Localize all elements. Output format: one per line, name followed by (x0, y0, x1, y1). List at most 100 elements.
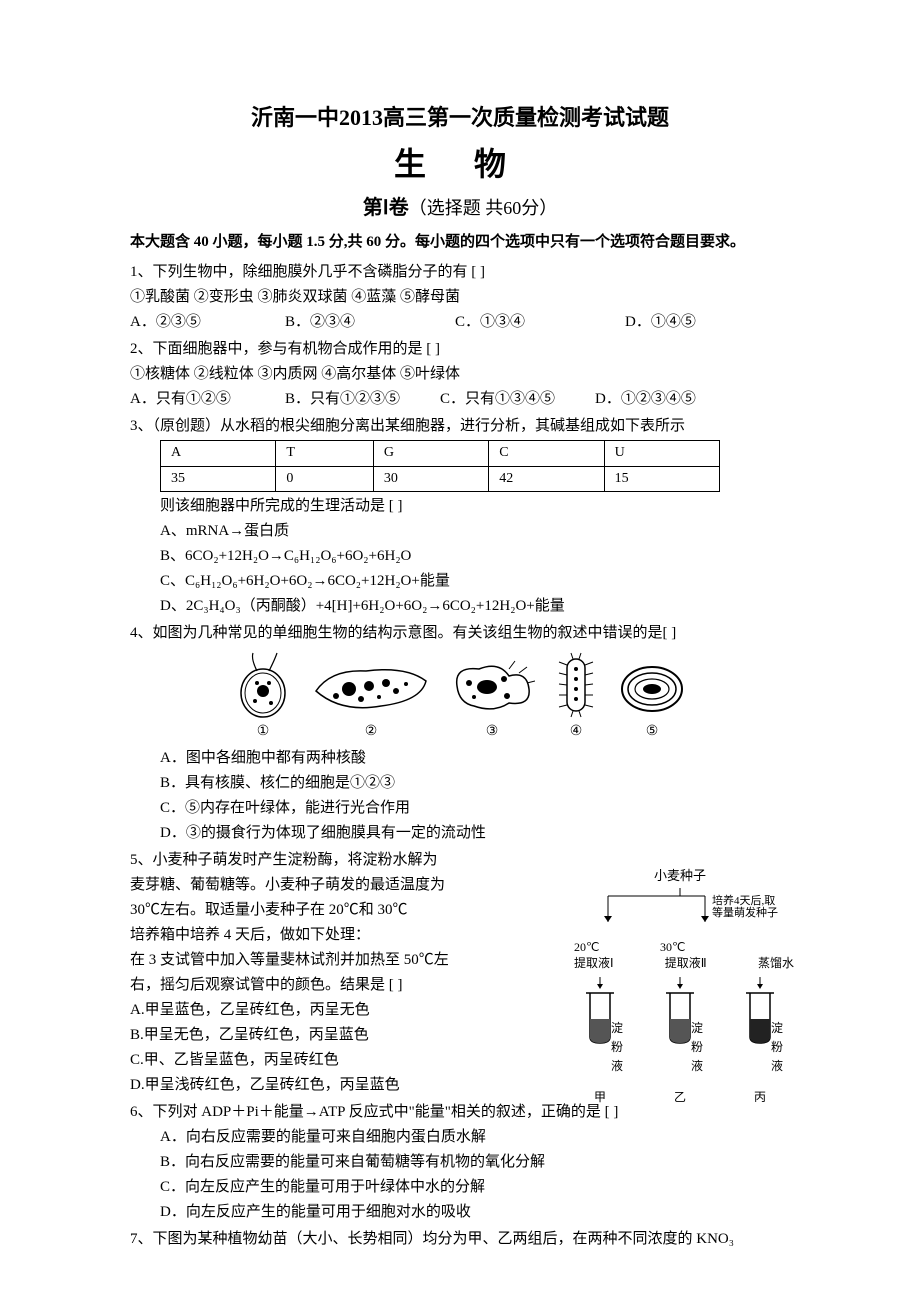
q3-C: C、C₆H₁₂O₆+6H₂O+6O₂→6CO₂+12H₂O+能量 (130, 569, 790, 593)
tube-2: 淀粉液 乙 (655, 975, 705, 1108)
tube-label-2: 乙 (655, 1088, 705, 1107)
q3-B: B、6CO₂+12H₂O→C₆H₁₂O₆+6O₂+6H₂O (130, 544, 790, 568)
q6-B: B．向右反应需要的能量可来自葡萄糖等有机物的氧化分解 (130, 1150, 790, 1174)
q1-options: A．②③⑤ B．②③④ C．①③④ D．①④⑤ (130, 310, 790, 334)
q5-l5: 在 3 支试管中加入等量斐林试剂并加热至 50℃左 (130, 948, 550, 972)
extracts: 提取液Ⅰ 提取液Ⅱ 蒸馏水 (560, 954, 800, 973)
td-C: 42 (489, 466, 604, 491)
table-row: 35 0 30 42 15 (161, 466, 720, 491)
tube-label-3: 丙 (735, 1088, 785, 1107)
q3-table: A T G C U 35 0 30 42 15 (160, 440, 720, 492)
q3-A: A、mRNA→蛋白质 (130, 519, 790, 543)
q1-A: A．②③⑤ (130, 310, 285, 334)
q4-A: A．图中各细胞中都有两种核酸 (130, 746, 790, 770)
cell-3: ③ (449, 651, 535, 743)
q6-C: C．向左反应产生的能量可用于叶绿体中水的分解 (130, 1175, 790, 1199)
title-section: 第Ⅰ卷（选择题 共60分） (130, 192, 790, 224)
q2-options: A．只有①②⑤ B．只有①②③⑤ C．只有①③④⑤ D．①②③④⑤ (130, 387, 790, 411)
organism-icon (233, 651, 293, 719)
td-A: 35 (161, 466, 276, 491)
instruction: 本大题含 40 小题，每小题 1.5 分,共 60 分。每小题的四个选项中只有一… (130, 230, 790, 254)
cell-label: ② (311, 721, 431, 743)
q2-stem: 2、下面细胞器中，参与有机物合成作用的是 [ ] (130, 337, 790, 361)
tree-note1: 培养4天后,取 (712, 893, 775, 907)
q1-stem: 1、下列生物中，除细胞膜外几乎不含磷脂分子的有 [ ] (130, 260, 790, 284)
th-T: T (276, 441, 373, 466)
cell-4: ④ (553, 651, 599, 743)
q2-D: D．①②③④⑤ (595, 387, 696, 411)
q5-l4: 培养箱中培养 4 天后，做如下处理： (130, 923, 550, 947)
q3-stem: 3、（原创题）从水稻的根尖细胞分离出某细胞器，进行分析，其碱基组成如下表所示 (130, 414, 790, 438)
sec-bold: 第Ⅰ卷 (363, 197, 409, 219)
table-row: A T G C U (161, 441, 720, 466)
tube-label-1: 甲 (575, 1088, 625, 1107)
q1-items: ①乳酸菌 ②变形虫 ③肺炎双球菌 ④蓝藻 ⑤酵母菌 (130, 285, 790, 309)
tree-root: 小麦种子 (560, 866, 800, 887)
organism-icon (617, 651, 687, 719)
q4-D: D．③的摄食行为体现了细胞膜具有一定的流动性 (130, 821, 790, 845)
q5-A: A.甲呈蓝色，乙呈砖红色，丙呈无色 (130, 998, 550, 1022)
th-C: C (489, 441, 604, 466)
td-T: 0 (276, 466, 373, 491)
q4: 4、如图为几种常见的单细胞生物的结构示意图。有关该组生物的叙述中错误的是[ ] … (130, 621, 790, 844)
sec-rest: （选择题 共60分） (409, 198, 558, 218)
title-subject: 生 物 (130, 139, 790, 190)
water: 蒸馏水 (758, 954, 794, 973)
cell-label: ③ (449, 721, 535, 743)
cell-label: ④ (553, 721, 599, 743)
q4-C: C．⑤内存在叶绿体，能进行光合作用 (130, 796, 790, 820)
tree-note2: 等量萌发种子 (712, 905, 778, 919)
cell-2: ② (311, 651, 431, 743)
td-G: 30 (373, 466, 488, 491)
q5-diagram: 小麦种子 培养4天后,取 等量萌发种子 20℃ 30℃ 提取液Ⅰ 提取液Ⅱ 蒸馏… (560, 866, 800, 1108)
q5-l2: 麦芽糖、葡萄糖等。小麦种子萌发的最适温度为 (130, 873, 550, 897)
organism-icon (449, 651, 535, 719)
q2-items: ①核糖体 ②线粒体 ③内质网 ④高尔基体 ⑤叶绿体 (130, 362, 790, 386)
q1-C: C．①③④ (455, 310, 625, 334)
cell-5: ⑤ (617, 651, 687, 743)
q5: 5、小麦种子萌发时产生淀粉酶，将淀粉水解为 麦芽糖、葡萄糖等。小麦种子萌发的最适… (130, 848, 790, 1097)
q3-D: D、2C₃H₄O₃（丙酮酸）+4[H]+6H₂O+6O₂→6CO₂+12H₂O+… (130, 594, 790, 618)
q4-stem: 4、如图为几种常见的单细胞生物的结构示意图。有关该组生物的叙述中错误的是[ ] (130, 621, 790, 645)
cell-1: ① (233, 651, 293, 743)
q2-B: B．只有①②③⑤ (285, 387, 440, 411)
tubes: 淀粉液 甲 淀粉液 乙 (560, 975, 800, 1108)
td-U: 15 (604, 466, 719, 491)
ext-l: 提取液Ⅰ (574, 954, 614, 973)
q7: 7、下图为某种植物幼苗（大小、长势相同）均分为甲、乙两组后，在两种不同浓度的 K… (130, 1227, 790, 1251)
q6-D: D．向左反应产生的能量可用于细胞对水的吸收 (130, 1200, 790, 1224)
q3-after: 则该细胞器中所完成的生理活动是 [ ] (130, 494, 790, 518)
q5-B: B.甲呈无色，乙呈砖红色，丙呈蓝色 (130, 1023, 550, 1047)
sol-label: 淀粉液 (611, 1019, 625, 1077)
q5-C: C.甲、乙皆呈蓝色，丙呈砖红色 (130, 1048, 550, 1072)
q2: 2、下面细胞器中，参与有机物合成作用的是 [ ] ①核糖体 ②线粒体 ③内质网 … (130, 337, 790, 411)
th-A: A (161, 441, 276, 466)
q4-figure: ① ② ③ (130, 651, 790, 743)
q2-C: C．只有①③④⑤ (440, 387, 595, 411)
cell-label: ⑤ (617, 721, 687, 743)
organism-icon (553, 651, 599, 719)
tube-1: 淀粉液 甲 (575, 975, 625, 1108)
q6: 6、下列对 ADP＋Pi＋能量→ATP 反应式中"能量"相关的叙述，正确的是 [… (130, 1100, 790, 1224)
th-G: G (373, 441, 488, 466)
title-main: 沂南一中2013高三第一次质量检测考试试题 (130, 100, 790, 135)
q3: 3、（原创题）从水稻的根尖细胞分离出某细胞器，进行分析，其碱基组成如下表所示 A… (130, 414, 790, 618)
q4-B: B．具有核膜、核仁的细胞是①②③ (130, 771, 790, 795)
q5-D: D.甲呈浅砖红色，乙呈砖红色，丙呈蓝色 (130, 1073, 550, 1097)
q1-D: D．①④⑤ (625, 310, 696, 334)
q1-B: B．②③④ (285, 310, 455, 334)
q7-stem: 7、下图为某种植物幼苗（大小、长势相同）均分为甲、乙两组后，在两种不同浓度的 K… (130, 1227, 790, 1251)
q5-text: 5、小麦种子萌发时产生淀粉酶，将淀粉水解为 麦芽糖、葡萄糖等。小麦种子萌发的最适… (130, 848, 550, 1097)
q2-A: A．只有①②⑤ (130, 387, 285, 411)
q6-A: A．向右反应需要的能量可来自细胞内蛋白质水解 (130, 1125, 790, 1149)
tube-3: 淀粉液 丙 (735, 975, 785, 1108)
organism-icon (311, 651, 431, 719)
q5-l3: 30℃左右。取适量小麦种子在 20℃和 30℃ (130, 898, 550, 922)
ext-r: 提取液Ⅱ (665, 954, 707, 973)
tree-lines: 培养4天后,取 等量萌发种子 (560, 888, 800, 924)
q1: 1、下列生物中，除细胞膜外几乎不含磷脂分子的有 [ ] ①乳酸菌 ②变形虫 ③肺… (130, 260, 790, 334)
sol-label: 淀粉液 (691, 1019, 705, 1077)
q5-l1: 5、小麦种子萌发时产生淀粉酶，将淀粉水解为 (130, 848, 550, 872)
q5-l6: 右，摇匀后观察试管中的颜色。结果是 [ ] (130, 973, 550, 997)
sol-label: 淀粉液 (771, 1019, 785, 1077)
